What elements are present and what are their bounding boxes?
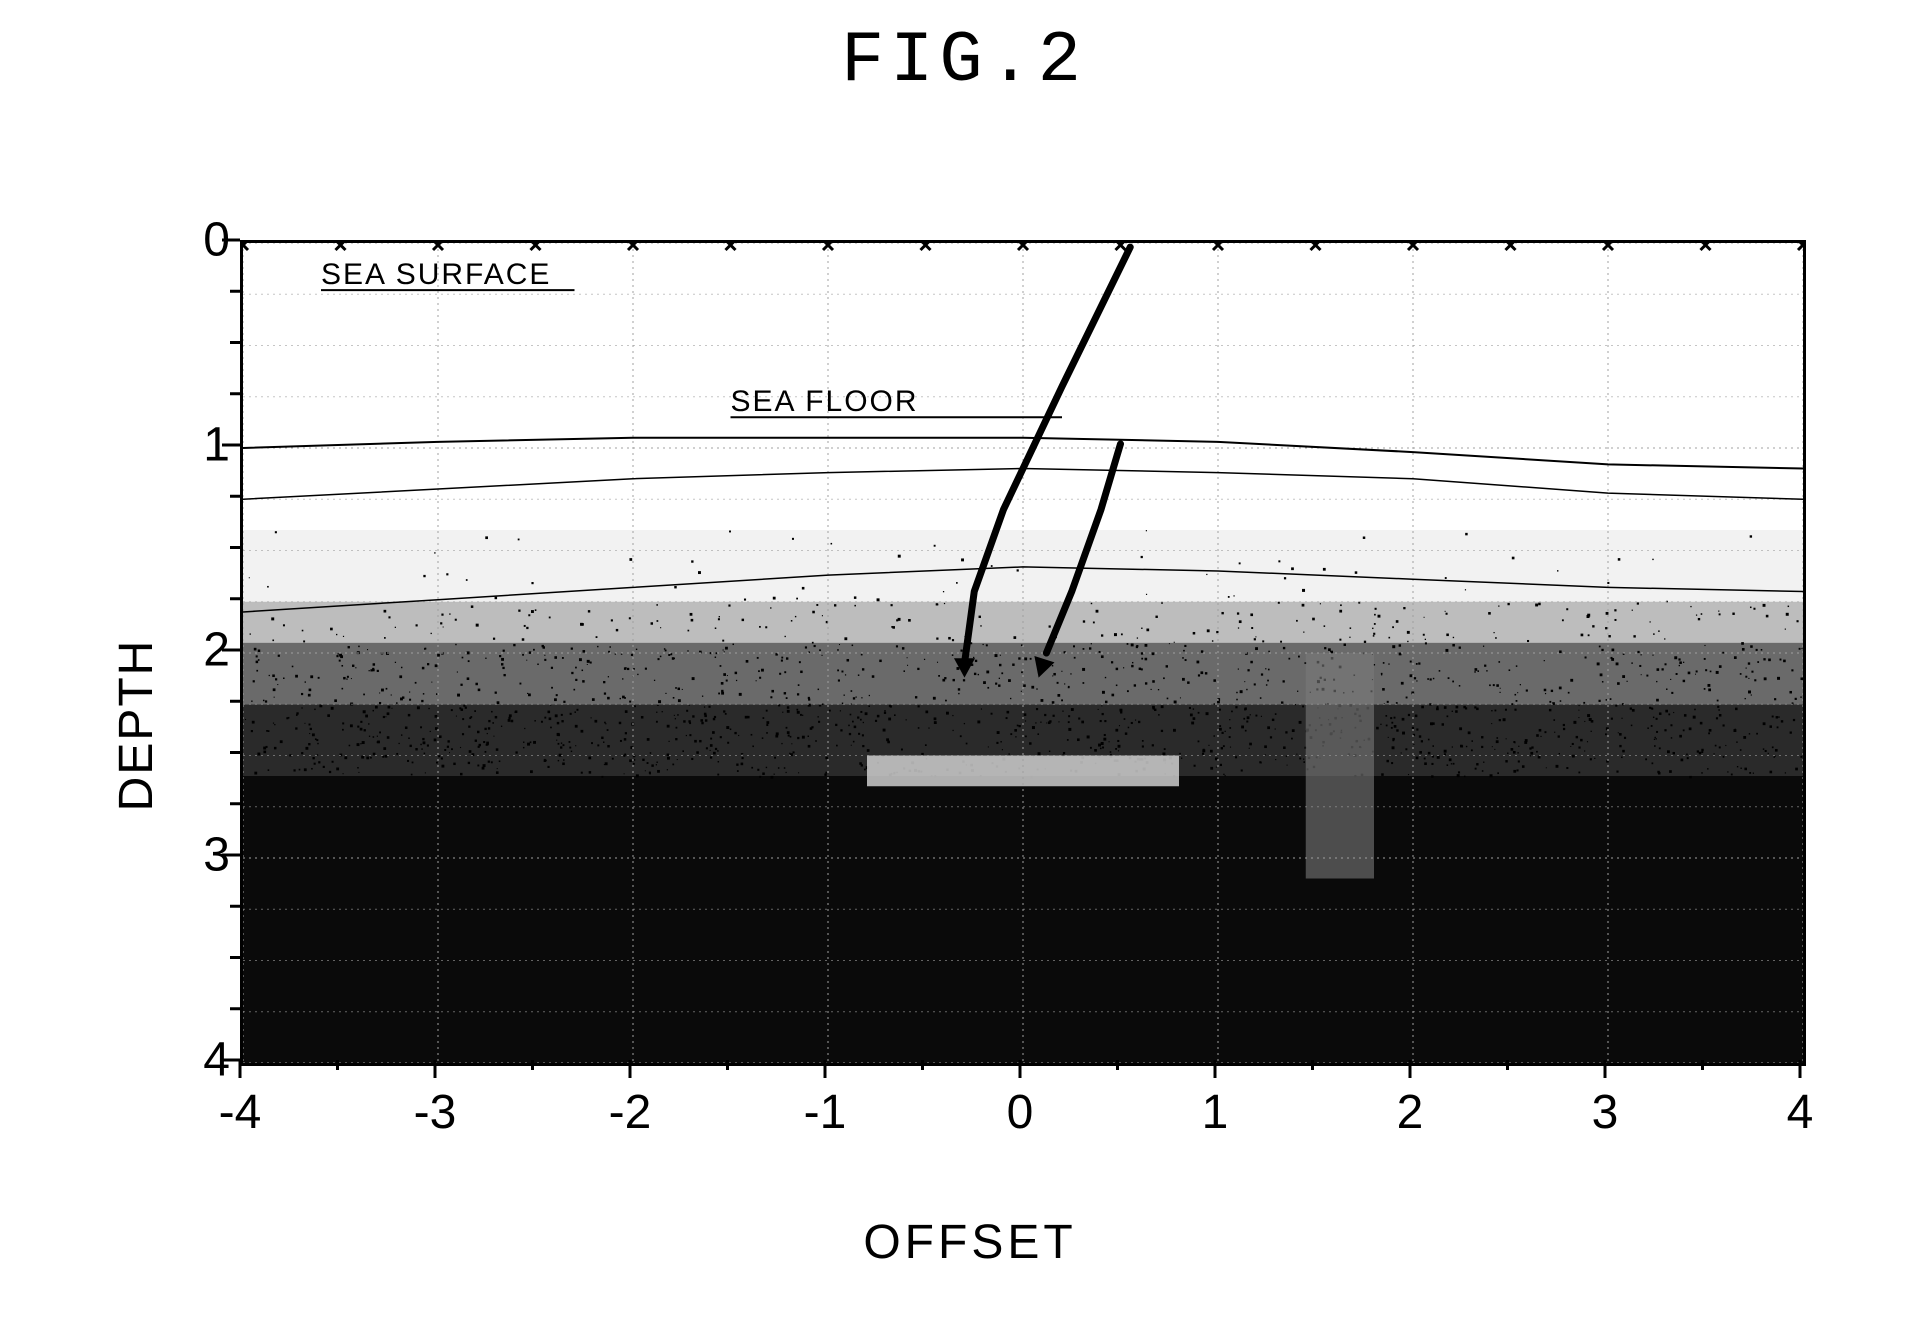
- chart-container: DEPTH OFFSET 0 1 2 3 4 -4 -3 -2 -1 0 1 2…: [120, 200, 1820, 1250]
- tick-marks: [120, 200, 1820, 1250]
- figure-title: FIG.2: [0, 20, 1928, 102]
